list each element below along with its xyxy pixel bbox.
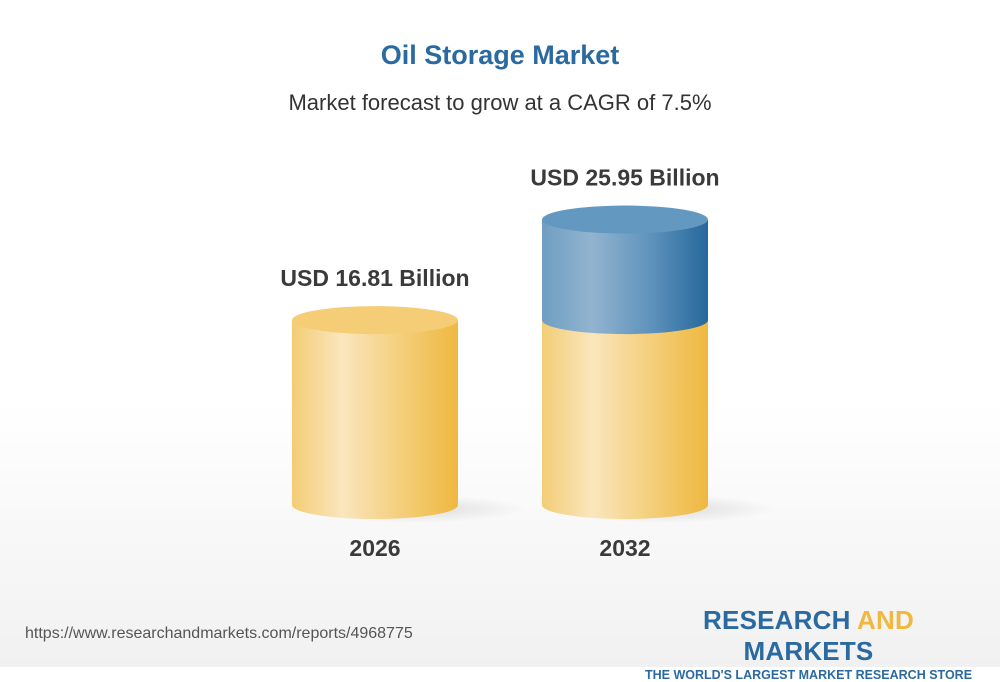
cylinder-chart: USD 16.81 Billion 2026 USD 25.95 Billion 20… bbox=[280, 165, 775, 561]
chart-title: Oil Storage Market bbox=[380, 40, 620, 70]
research-and-markets-logo: RESEARCH AND MARKETS THE WORLD'S LARGEST… bbox=[644, 605, 973, 682]
data-label: USD 25.95 Billion bbox=[530, 165, 719, 191]
cylinder-growth-2032 bbox=[542, 219, 708, 335]
cylinder-top-2026 bbox=[292, 306, 458, 335]
cylinder-top-2032 bbox=[542, 205, 708, 234]
category-label: 2026 bbox=[349, 535, 400, 561]
cylinder-body-2032 bbox=[542, 320, 708, 519]
data-label: USD 16.81 Billion bbox=[280, 265, 469, 291]
cylinder-body-2026 bbox=[292, 320, 458, 519]
category-label: 2032 bbox=[599, 535, 650, 561]
report-url[interactable]: https://www.researchandmarkets.com/repor… bbox=[25, 625, 413, 642]
chart-subtitle: Market forecast to grow at a CAGR of 7.5… bbox=[288, 90, 712, 115]
